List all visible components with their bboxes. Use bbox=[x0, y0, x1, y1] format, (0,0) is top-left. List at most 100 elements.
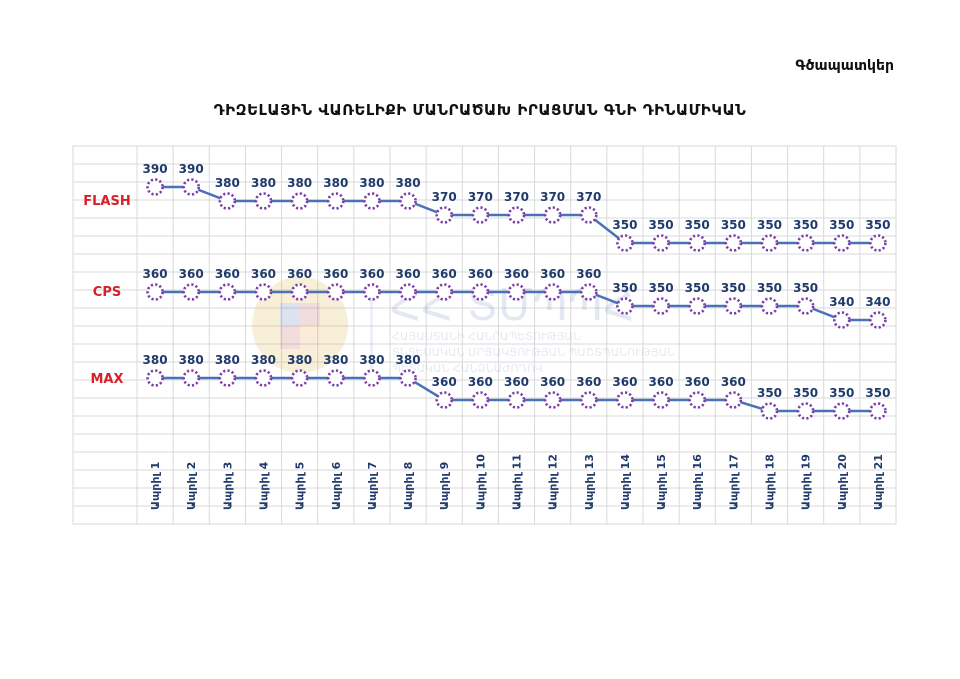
data-label: 380 bbox=[323, 176, 348, 190]
data-label: 360 bbox=[359, 267, 384, 281]
data-point bbox=[543, 391, 562, 409]
data-label: 360 bbox=[612, 375, 637, 389]
data-point bbox=[832, 234, 851, 252]
data-point bbox=[290, 369, 309, 387]
data-label: 380 bbox=[215, 176, 240, 190]
data-point bbox=[579, 283, 598, 301]
x-tick-label: Ապրիլ 1 bbox=[149, 462, 162, 510]
data-label: 360 bbox=[215, 267, 240, 281]
data-label: 390 bbox=[179, 162, 204, 176]
data-label: 360 bbox=[540, 267, 565, 281]
series-label: FLASH bbox=[83, 194, 130, 209]
data-point bbox=[616, 234, 634, 252]
chart-title: ԴԻԶԵԼԱՅԻՆ ՎԱՌԵԼԻՔԻ ՄԱՆՐԱԾԱԽ ԻՐԱՑՄԱՆ ԳՆԻ … bbox=[213, 101, 747, 119]
data-label: 370 bbox=[468, 190, 493, 204]
data-label: 360 bbox=[251, 267, 276, 281]
data-label: 360 bbox=[576, 375, 601, 389]
data-label: 350 bbox=[649, 281, 674, 295]
data-label: 340 bbox=[829, 295, 854, 309]
data-point bbox=[616, 297, 634, 315]
data-label: 380 bbox=[251, 353, 276, 367]
data-point bbox=[507, 391, 526, 409]
data-point bbox=[652, 297, 670, 315]
data-label: 350 bbox=[793, 218, 818, 232]
data-point bbox=[399, 192, 417, 210]
x-tick-label: Ապրիլ 2 bbox=[185, 462, 198, 510]
x-tick-label: Ապրիլ 7 bbox=[366, 462, 379, 510]
data-point bbox=[254, 369, 273, 387]
data-label: 360 bbox=[323, 267, 348, 281]
data-label: 360 bbox=[432, 267, 457, 281]
data-point bbox=[435, 206, 454, 224]
x-tick-label: Ապրիլ 13 bbox=[583, 454, 596, 510]
data-label: 380 bbox=[179, 353, 204, 367]
x-tick-label: Ապրիլ 17 bbox=[727, 454, 740, 510]
x-tick-label: Ապրիլ 8 bbox=[402, 462, 415, 510]
coat-of-arms-icon bbox=[252, 277, 348, 373]
data-point bbox=[543, 206, 562, 224]
data-label: 380 bbox=[287, 353, 312, 367]
data-point bbox=[326, 369, 345, 387]
x-tick-label: Ապրիլ 9 bbox=[438, 462, 451, 510]
x-tick-label: Ապրիլ 11 bbox=[511, 454, 524, 510]
data-point bbox=[869, 311, 887, 329]
data-point bbox=[146, 369, 164, 387]
x-tick-label: Ապրիլ 21 bbox=[872, 454, 885, 510]
data-point bbox=[579, 391, 598, 409]
data-label: 350 bbox=[757, 386, 782, 400]
data-point bbox=[435, 283, 454, 301]
data-point bbox=[363, 283, 381, 301]
data-label: 360 bbox=[649, 375, 674, 389]
data-point bbox=[688, 234, 707, 252]
data-label: 370 bbox=[504, 190, 529, 204]
data-point bbox=[218, 369, 237, 387]
data-label: 360 bbox=[432, 375, 457, 389]
watermark-line-2: ՏՆՏԵՍԱԿԱՆ ՄՐՑԱԿՑՈՒԹՅԱՆ ՊԱՇՏՊԱՆՈՒԹՅԱՆ bbox=[392, 346, 675, 359]
x-tick-label: Ապրիլ 4 bbox=[258, 461, 271, 510]
data-label: 360 bbox=[540, 375, 565, 389]
data-label: 360 bbox=[287, 267, 312, 281]
data-label: 380 bbox=[143, 353, 168, 367]
data-label: 350 bbox=[685, 218, 710, 232]
data-point bbox=[724, 234, 743, 252]
data-label: 350 bbox=[612, 218, 637, 232]
data-label: 370 bbox=[540, 190, 565, 204]
data-point bbox=[326, 283, 345, 301]
data-point bbox=[182, 369, 201, 387]
data-point bbox=[869, 234, 887, 252]
x-tick-label: Ապրիլ 16 bbox=[691, 454, 704, 510]
data-label: 350 bbox=[721, 218, 746, 232]
data-point bbox=[724, 297, 743, 315]
data-point bbox=[363, 192, 381, 210]
x-tick-label: Ապրիլ 12 bbox=[547, 454, 560, 510]
data-label: 360 bbox=[179, 267, 204, 281]
data-label: 360 bbox=[396, 267, 421, 281]
data-point bbox=[471, 283, 490, 301]
x-tick-label: Ապրիլ 3 bbox=[221, 462, 234, 510]
data-point bbox=[760, 234, 779, 252]
data-point bbox=[507, 206, 526, 224]
data-point bbox=[652, 391, 670, 409]
series-cps: CPS 360 360 360 360 360 360 360 360 360 360 360 360 3… bbox=[93, 267, 890, 329]
data-point bbox=[218, 283, 237, 301]
x-tick-label: Ապրիլ 15 bbox=[655, 454, 668, 510]
x-tick-label: Ապրիլ 10 bbox=[474, 454, 487, 510]
data-label: 350 bbox=[685, 281, 710, 295]
data-label: 380 bbox=[215, 353, 240, 367]
data-label: 350 bbox=[793, 386, 818, 400]
data-point bbox=[796, 297, 815, 315]
data-label: 350 bbox=[649, 218, 674, 232]
data-point bbox=[435, 391, 454, 409]
data-point bbox=[399, 283, 417, 301]
watermark-line-3: ՊԵՏԱԿԱՆ ՀԱՆՁՆԱԺՈՂՈՎ bbox=[392, 362, 544, 375]
data-label: 380 bbox=[359, 176, 384, 190]
data-label: 350 bbox=[829, 386, 854, 400]
series-flash: FLASH 390 390 380 380 380 380 380 380 370 370 370 37… bbox=[83, 162, 890, 252]
series-layer: FLASH 390 390 380 380 380 380 380 380 370 370 370 37… bbox=[83, 162, 890, 420]
x-tick-label: Ապրիլ 20 bbox=[836, 454, 849, 510]
data-label: 350 bbox=[757, 218, 782, 232]
x-tick-label: Ապրիլ 6 bbox=[330, 461, 343, 510]
data-label: 380 bbox=[396, 353, 421, 367]
corner-label: Գծապատկեր bbox=[795, 58, 894, 74]
series-max: MAX 380 380 380 380 380 380 380 380 360 360 360 360 3… bbox=[90, 353, 890, 420]
